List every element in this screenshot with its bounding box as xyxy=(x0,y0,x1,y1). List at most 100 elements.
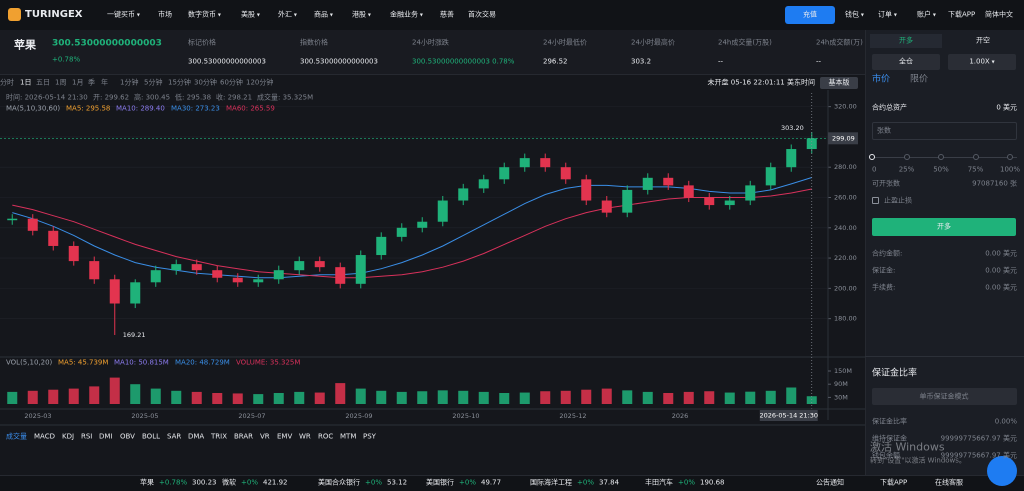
period-tab[interactable]: 1日 xyxy=(20,78,32,87)
interval-tab[interactable]: 120分钟 xyxy=(246,78,274,87)
divider xyxy=(865,356,1024,357)
ma-legend: MA30: 273.23 xyxy=(171,104,220,113)
checkbox[interactable] xyxy=(872,197,879,204)
nav-item[interactable]: 市场 xyxy=(158,10,172,19)
nav-item[interactable]: 外汇 xyxy=(278,11,297,19)
volume-legend: MA20: 48.729M xyxy=(175,358,230,367)
slider-dot[interactable] xyxy=(869,154,875,160)
period-tab[interactable]: 季 xyxy=(88,78,95,87)
period-tab[interactable]: 分时 xyxy=(0,78,14,87)
nav-right-item[interactable]: 简体中文 xyxy=(985,10,1013,19)
footer-link[interactable]: 下载APP xyxy=(880,478,908,487)
nav-item[interactable]: 港股 xyxy=(352,11,371,19)
mode-button[interactable] xyxy=(820,77,858,89)
indicator-tab[interactable]: ROC xyxy=(318,432,334,441)
indicator-tab[interactable]: DMI xyxy=(99,432,113,441)
nav-item[interactable]: 慈善 xyxy=(440,10,454,19)
y-tick-label: 180.00 xyxy=(834,315,857,323)
leverage-label[interactable]: 1.00X xyxy=(969,58,994,66)
interval-tab[interactable]: 15分钟 xyxy=(168,78,191,87)
footer-link[interactable]: 公告通知 xyxy=(816,478,844,487)
period-tab[interactable]: 五日 xyxy=(36,78,50,87)
row-value: 99999775667.97 美元 xyxy=(940,451,1017,460)
indicator-tab[interactable]: VR xyxy=(260,432,270,441)
deposit-label[interactable]: 充值 xyxy=(803,10,817,19)
ticker-bar xyxy=(0,475,1024,491)
tab-active xyxy=(870,34,942,48)
candle-body xyxy=(294,261,305,271)
indicator-tab[interactable]: MACD xyxy=(34,432,55,441)
watermark: 转到"设置"以激活 Windows。 xyxy=(870,456,966,465)
volume-bar xyxy=(499,393,510,404)
indicator-tab[interactable]: BRAR xyxy=(234,432,254,441)
order-type[interactable]: 市价 xyxy=(872,74,891,85)
nav-item[interactable]: 商品 xyxy=(314,11,333,19)
ticker-change: +0% xyxy=(577,478,594,487)
period-tab[interactable]: 1周 xyxy=(55,78,67,87)
nav-item[interactable]: 美股 xyxy=(241,11,260,19)
slider-dot[interactable] xyxy=(972,154,979,160)
order-type[interactable]: 限价 xyxy=(910,74,929,85)
row-label: 保证金比率 xyxy=(872,417,907,426)
indicator-tab[interactable]: PSY xyxy=(363,432,376,441)
margin-mode-label[interactable]: 单币保证金模式 xyxy=(919,392,969,401)
volume-bar xyxy=(150,388,161,404)
volume-bar xyxy=(376,390,387,404)
candle-body xyxy=(458,188,469,201)
chat-button[interactable] xyxy=(987,456,1017,486)
indicator-tab[interactable]: OBV xyxy=(120,432,135,441)
interval-tab[interactable]: 1分钟 xyxy=(120,78,139,87)
slider-dot[interactable] xyxy=(903,154,910,160)
interval-tab[interactable]: 5分钟 xyxy=(144,78,163,87)
margin-mode-button[interactable] xyxy=(872,388,1017,405)
row-label: 手续费: xyxy=(872,283,896,292)
nav-right-item[interactable]: 订单 xyxy=(878,11,897,19)
interval-tab[interactable]: 60分钟 xyxy=(220,78,243,87)
indicator-tab[interactable]: EMV xyxy=(277,432,293,441)
order-tab[interactable]: 开空 xyxy=(976,36,990,45)
indicator-tab[interactable]: MTM xyxy=(340,432,357,441)
footer-link[interactable]: 在线客服 xyxy=(935,478,963,487)
nav-right-item[interactable]: 钱包 xyxy=(845,11,864,19)
volume-bar xyxy=(458,390,469,404)
volume-bar xyxy=(581,389,592,404)
quantity-input[interactable] xyxy=(872,122,1017,140)
candle-body xyxy=(499,167,510,180)
x-tick-label: 2025-09 xyxy=(345,412,372,420)
last-price-label: 299.09 xyxy=(832,134,855,142)
indicator-tab[interactable]: KDJ xyxy=(62,432,75,441)
nav-right-item[interactable]: 下载APP xyxy=(948,10,976,19)
order-tab[interactable]: 开多 xyxy=(899,36,913,45)
quantity-placeholder[interactable]: 张数 xyxy=(877,126,891,135)
indicator-tab[interactable]: BOLL xyxy=(142,432,160,441)
nav-right-item[interactable]: 账户 xyxy=(917,11,936,19)
slider-dot[interactable] xyxy=(1007,154,1013,160)
period-tab[interactable]: 年 xyxy=(101,78,108,87)
margin-mode[interactable] xyxy=(872,54,940,70)
submit-button[interactable] xyxy=(872,218,1016,236)
interval-tab[interactable]: 30分钟 xyxy=(194,78,217,87)
indicator-tab[interactable]: TRIX xyxy=(211,432,227,441)
volume-bar xyxy=(622,390,633,404)
indicator-tab[interactable]: RSI xyxy=(81,432,93,441)
indicator-tab[interactable]: WR xyxy=(299,432,311,441)
nav-item[interactable]: 一键买币 xyxy=(107,11,140,19)
period-tab[interactable]: 1月 xyxy=(72,78,84,87)
nav-item[interactable]: 数字货币 xyxy=(188,11,221,19)
high-marker: 303.20 xyxy=(781,124,804,132)
submit-label[interactable]: 开多 xyxy=(937,222,951,231)
indicator-tab[interactable]: DMA xyxy=(188,432,205,441)
deposit-button[interactable] xyxy=(785,6,835,24)
slider-label: 75% xyxy=(967,165,984,174)
nav-item[interactable]: 首次交易 xyxy=(468,10,496,19)
volume-legend: VOL(5,10,20) xyxy=(6,358,53,367)
indicator-tab[interactable]: 成交量 xyxy=(6,432,27,441)
ma-legend: MA60: 265.59 xyxy=(226,104,275,113)
indicator-tab[interactable]: SAR xyxy=(167,432,182,441)
mode-label[interactable]: 基本版 xyxy=(828,78,850,87)
y-tick-label: 260.00 xyxy=(834,193,857,201)
slider-dot[interactable] xyxy=(938,154,944,160)
nav-item[interactable]: 金融业务 xyxy=(390,11,423,19)
margin-mode-label[interactable]: 全仓 xyxy=(899,57,913,66)
candle-body xyxy=(212,270,223,278)
